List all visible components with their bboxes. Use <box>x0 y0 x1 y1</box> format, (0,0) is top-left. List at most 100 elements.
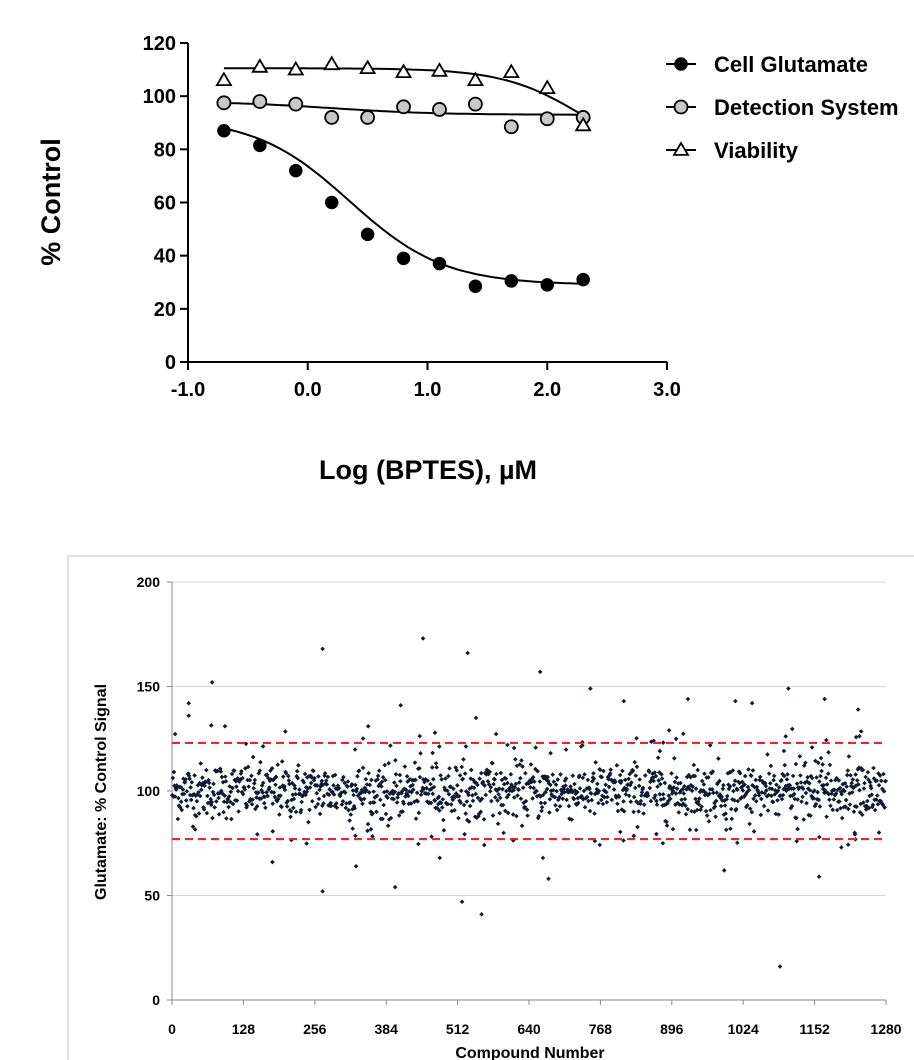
scatter-point <box>186 771 191 776</box>
scatter-point <box>243 741 249 747</box>
scatter-point <box>221 799 227 804</box>
scatter-point <box>456 815 461 821</box>
scatter-point <box>691 762 697 768</box>
scatter-point <box>584 794 590 800</box>
scatter-point <box>492 777 497 782</box>
scatter-point <box>194 798 200 804</box>
chart-frame <box>67 555 914 1060</box>
scatter-point <box>497 810 503 816</box>
scatter-point <box>540 792 546 798</box>
scatter-point <box>701 782 707 787</box>
x-tick-label: 512 <box>446 1021 470 1037</box>
scatter-point <box>328 800 333 806</box>
scatter-point <box>804 800 809 806</box>
y-tick-label: 200 <box>137 574 161 590</box>
scatter-point <box>711 790 716 796</box>
scatter-point <box>418 792 424 798</box>
scatter-point <box>445 801 451 807</box>
scatter-point <box>791 786 796 791</box>
scatter-point <box>843 804 848 810</box>
scatter-point <box>602 795 607 800</box>
scatter-point <box>656 778 661 783</box>
scatter-point <box>869 792 875 798</box>
scatter-point <box>274 798 280 804</box>
scatter-point <box>491 781 496 787</box>
scatter-point <box>198 761 204 766</box>
scatter-point <box>363 776 369 782</box>
scatter-point <box>415 799 421 804</box>
scatter-point <box>292 786 298 791</box>
scatter-point <box>277 812 282 817</box>
scatter-point <box>188 797 194 803</box>
scatter-point <box>321 793 327 799</box>
scatter-point <box>882 805 887 810</box>
scatter-point <box>771 777 776 783</box>
scatter-point <box>408 801 414 806</box>
scatter-point <box>216 811 222 817</box>
scatter-point <box>847 791 852 796</box>
scatter-point <box>519 823 525 829</box>
scatter-point <box>465 650 470 656</box>
scatter-point <box>381 789 387 795</box>
scatter-point <box>234 798 240 803</box>
scatter-point <box>680 731 686 737</box>
scatter-point <box>673 791 679 796</box>
scatter-point <box>182 779 188 785</box>
data-point-detection-system <box>503 119 519 135</box>
scatter-point <box>355 773 360 779</box>
scatter-point <box>742 773 748 779</box>
scatter-point <box>356 768 362 774</box>
scatter-point <box>699 804 704 809</box>
scatter-point <box>350 826 356 831</box>
scatter-point <box>694 807 700 813</box>
scatter-point <box>416 810 422 816</box>
scatter-point <box>746 767 751 772</box>
scatter-point <box>311 768 316 774</box>
scatter-point <box>605 794 610 800</box>
scatter-point <box>249 773 254 779</box>
data-point-viability <box>251 58 269 73</box>
scatter-point <box>297 791 303 797</box>
scatter-point <box>453 791 459 796</box>
scatter-point <box>843 797 849 803</box>
scatter-point <box>635 824 640 830</box>
scatter-point <box>828 778 834 783</box>
scatter-point <box>412 760 418 765</box>
scatter-point <box>331 783 336 788</box>
scatter-point <box>807 787 813 793</box>
scatter-point <box>286 778 292 783</box>
scatter-point <box>473 715 479 721</box>
scatter-point <box>463 744 469 749</box>
scatter-point <box>759 796 764 802</box>
scatter-point <box>775 797 780 803</box>
scatter-point <box>418 751 423 756</box>
scatter-point <box>519 758 524 763</box>
scatter-point <box>441 828 447 833</box>
scatter-point <box>777 964 783 969</box>
scatter-point <box>707 791 712 797</box>
scatter-point <box>319 778 325 784</box>
scatter-point <box>669 771 674 776</box>
scatter-point <box>695 767 701 773</box>
y-tick-label: 150 <box>137 679 161 695</box>
scatter-point <box>596 800 601 806</box>
scatter-x-axis-label: Compound Number <box>455 1045 604 1060</box>
scatter-point <box>776 812 781 817</box>
scatter-point <box>365 821 371 827</box>
scatter-point <box>577 773 582 779</box>
scatter-point <box>645 790 650 796</box>
scatter-point <box>756 793 762 798</box>
scatter-point <box>360 801 365 807</box>
scatter-point <box>867 779 873 785</box>
scatter-point <box>324 782 330 787</box>
scatter-point <box>730 768 736 773</box>
scatter-point <box>393 757 398 763</box>
scatter-point <box>588 791 594 796</box>
scatter-point <box>545 774 550 780</box>
scatter-point <box>824 737 829 743</box>
scatter-point <box>754 784 760 790</box>
y-tick-label: 0 <box>152 992 160 1008</box>
scatter-point <box>563 747 569 752</box>
scatter-point <box>377 781 383 787</box>
